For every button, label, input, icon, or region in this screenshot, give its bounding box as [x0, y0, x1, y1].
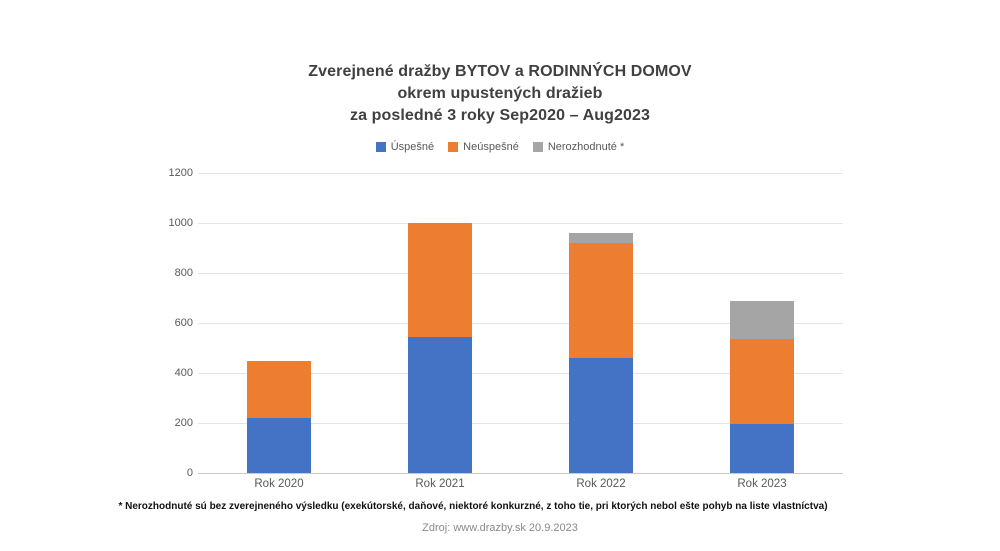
gridline-400 — [198, 373, 843, 374]
bar-segment-rok-2023-nerozhodnut — [730, 300, 794, 340]
chart-title-line3: za posledné 3 roky Sep2020 – Aug2023 — [349, 107, 651, 124]
bar-segment-rok-2022-ne-spe-n — [569, 243, 633, 358]
x-tick-label-rok-2022: Rok 2022 — [576, 478, 626, 490]
x-tick-label-rok-2020: Rok 2020 — [254, 478, 304, 490]
gridline-1200 — [198, 173, 843, 174]
legend-label: Neúspešné — [463, 141, 519, 153]
chart-title-line1: Zverejnené dražby BYTOV a RODINNÝCH DOMO… — [308, 63, 692, 80]
gridline-1000 — [198, 223, 843, 224]
bar-segment-rok-2021-spe-n — [408, 336, 472, 473]
legend-item-ne-spe-n: Neúspešné — [448, 141, 519, 153]
legend-item-spe-n: Úspešné — [375, 141, 435, 153]
source-caption: Zdroj: www.drazby.sk 20.9.2023 — [422, 522, 578, 534]
bar-segment-rok-2022-spe-n — [569, 358, 633, 473]
chart-legend: Úspešné Neúspešné Nerozhodnuté * — [0, 141, 1000, 153]
legend-swatch-ne-spe-n — [448, 142, 459, 152]
legend-label: Úspešné — [390, 141, 435, 153]
gridline-200 — [198, 423, 843, 424]
legend-swatch-nerozhodnut — [532, 142, 543, 152]
chart-title: Zverejnené dražby BYTOV a RODINNÝCH DOMO… — [0, 61, 1000, 127]
gridline-600 — [198, 323, 843, 324]
y-tick-label-0: 0 — [186, 467, 193, 479]
legend-item-nerozhodnut: Nerozhodnuté * — [532, 141, 625, 153]
y-tick-label-1000: 1000 — [168, 217, 193, 229]
bar-segment-rok-2022-nerozhodnut — [569, 233, 633, 243]
bar-rok-2023 — [730, 173, 794, 473]
legend-label: Nerozhodnuté * — [547, 141, 625, 153]
footnote: * Nerozhodnuté sú bez zverejneného výsle… — [118, 501, 828, 512]
y-tick-label-400: 400 — [174, 367, 193, 379]
y-tick-label-1200: 1200 — [168, 167, 193, 179]
chart-title-line2: okrem upustených dražieb — [397, 85, 603, 102]
bar-segment-rok-2023-ne-spe-n — [730, 339, 794, 425]
gridline-800 — [198, 273, 843, 274]
y-tick-label-200: 200 — [174, 417, 193, 429]
y-tick-label-800: 800 — [174, 267, 193, 279]
bar-segment-rok-2023-spe-n — [730, 424, 794, 473]
bar-rok-2020 — [247, 173, 311, 473]
x-tick-label-rok-2021: Rok 2021 — [415, 478, 465, 490]
y-tick-label-600: 600 — [174, 317, 193, 329]
bar-segment-rok-2020-spe-n — [247, 418, 311, 473]
legend-swatch-spe-n — [375, 142, 386, 152]
bar-segment-rok-2021-ne-spe-n — [408, 223, 472, 337]
bar-rok-2022 — [569, 173, 633, 473]
bar-segment-rok-2020-ne-spe-n — [247, 360, 311, 418]
bar-rok-2021 — [408, 173, 472, 473]
x-tick-label-rok-2023: Rok 2023 — [737, 478, 787, 490]
x-axis-line — [198, 473, 843, 474]
